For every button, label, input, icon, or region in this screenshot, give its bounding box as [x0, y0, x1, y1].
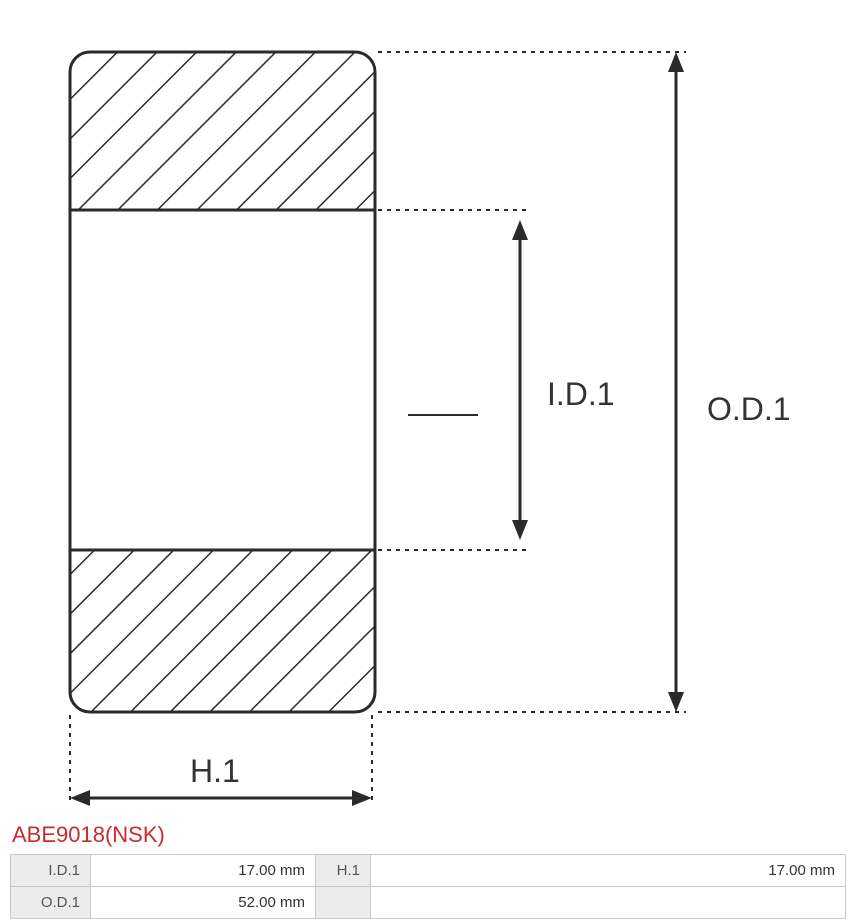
od-label: O.D.1 — [707, 391, 791, 427]
diagram-container: O.D.1 I.D.1 H.1 — [0, 0, 848, 810]
od-arrow-top — [668, 52, 684, 72]
cell-label: O.D.1 — [11, 887, 91, 919]
id-label: I.D.1 — [547, 376, 615, 412]
spec-table: I.D.1 17.00 mm H.1 17.00 mm O.D.1 52.00 … — [10, 854, 846, 919]
cell-value — [371, 887, 846, 919]
cell-label: I.D.1 — [11, 855, 91, 887]
cell-label — [316, 887, 371, 919]
bearing-diagram: O.D.1 I.D.1 H.1 — [0, 10, 800, 810]
cell-value: 17.00 mm — [371, 855, 846, 887]
h-arrow-left — [70, 790, 90, 806]
cell-value: 52.00 mm — [91, 887, 316, 919]
table-row: O.D.1 52.00 mm — [11, 887, 846, 919]
table-row: I.D.1 17.00 mm H.1 17.00 mm — [11, 855, 846, 887]
od-arrow-bottom — [668, 692, 684, 712]
product-title: ABE9018(NSK) — [12, 822, 848, 848]
cell-label: H.1 — [316, 855, 371, 887]
hatch-top — [70, 52, 375, 210]
h-arrow-right — [352, 790, 372, 806]
id-arrow-top — [512, 220, 528, 240]
cell-value: 17.00 mm — [91, 855, 316, 887]
hatch-bottom — [70, 550, 375, 712]
h-label: H.1 — [190, 753, 240, 789]
id-arrow-bottom — [512, 520, 528, 540]
